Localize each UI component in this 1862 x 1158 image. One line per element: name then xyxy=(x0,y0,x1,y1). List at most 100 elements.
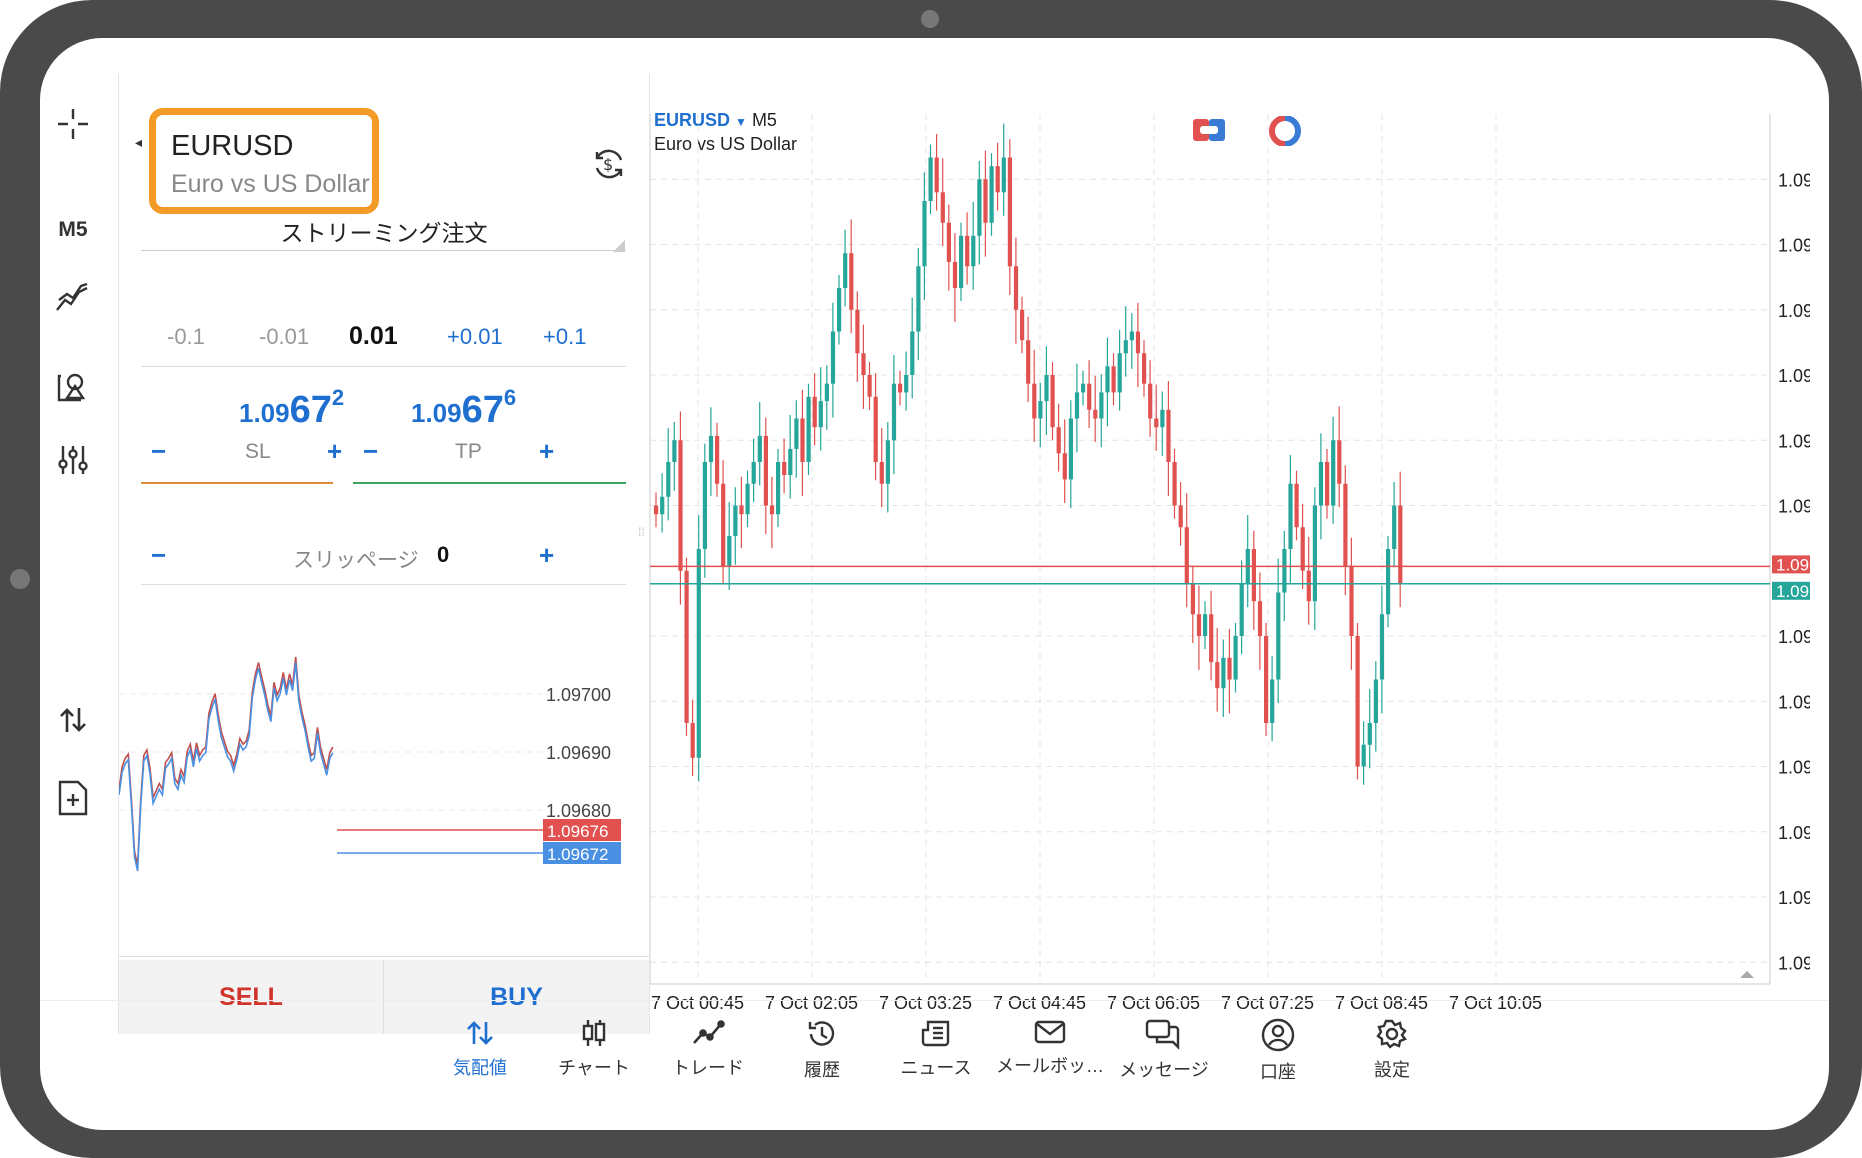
price-axis-label: 1.09735 xyxy=(1778,301,1810,321)
timeframe-button[interactable]: M5 xyxy=(58,218,88,241)
nav-quotes[interactable]: 気配値 xyxy=(425,1018,535,1080)
tp-plus-button[interactable]: + xyxy=(539,436,555,466)
nav-trade[interactable]: トレード xyxy=(653,1018,763,1080)
chart-symbol-header[interactable]: EURUSD ▼ M5 xyxy=(654,110,777,131)
nav-history[interactable]: 履歴 xyxy=(767,1018,877,1082)
candle-body xyxy=(1056,427,1061,454)
slippage-minus-button[interactable]: − xyxy=(151,540,167,570)
candle-body xyxy=(1007,157,1012,267)
slippage-value[interactable]: 0 xyxy=(437,542,450,567)
candle-body xyxy=(1276,592,1281,680)
nav-account[interactable]: 口座 xyxy=(1223,1018,1333,1084)
candle-body xyxy=(1190,583,1195,615)
tp-minus-button[interactable]: − xyxy=(363,436,379,466)
candle-body xyxy=(843,253,848,288)
candle-body xyxy=(959,235,964,288)
nav-account-label: 口座 xyxy=(1260,1062,1296,1082)
candle-body xyxy=(1325,462,1330,506)
candle-body xyxy=(1172,462,1177,506)
candle-body xyxy=(1215,662,1220,689)
candle-body xyxy=(1209,614,1214,663)
volume-plus-0-01[interactable]: +0.01 xyxy=(447,324,503,349)
price-axis-label: 1.09615 xyxy=(1778,823,1810,843)
nav-news[interactable]: ニュース xyxy=(881,1018,991,1080)
candle-body xyxy=(1337,440,1342,484)
panel-resize-handle[interactable]: ⁞⁞ xyxy=(638,525,645,539)
candle-body xyxy=(1257,601,1263,636)
ask-price-small: 6 xyxy=(503,385,517,410)
candle-body xyxy=(1129,331,1134,341)
nav-settings[interactable]: 設定 xyxy=(1337,1018,1447,1082)
slippage-plus-button[interactable]: + xyxy=(539,540,555,570)
time-axis-label: 7 Oct 02:05 xyxy=(765,993,858,1013)
objects-icon[interactable] xyxy=(40,368,106,404)
candle-body xyxy=(1227,657,1232,680)
sl-label[interactable]: SL xyxy=(245,440,271,463)
quotes-icon xyxy=(467,1021,493,1045)
nav-chart[interactable]: チャート xyxy=(539,1018,649,1080)
candle-body xyxy=(702,462,707,549)
candle-body xyxy=(806,396,811,462)
nav-messages[interactable]: メッセージ xyxy=(1109,1018,1219,1082)
settings-sliders-icon[interactable] xyxy=(40,442,106,478)
price-axis-label: 1.09720 xyxy=(1778,366,1810,386)
candle-body xyxy=(995,166,1000,193)
candle-body xyxy=(922,201,927,267)
dropdown-corner-icon xyxy=(613,240,625,252)
tp-label[interactable]: TP xyxy=(455,440,482,463)
candle-body xyxy=(1178,505,1183,528)
ask-price-tag-bg xyxy=(1772,555,1810,574)
candle-body xyxy=(983,179,988,223)
account-icon xyxy=(1261,1018,1295,1052)
candle-body xyxy=(1093,409,1098,419)
volume-plus-0-1[interactable]: +0.1 xyxy=(543,324,587,349)
ask-price: 1.09676 xyxy=(411,385,516,432)
sl-minus-button[interactable]: − xyxy=(151,436,167,466)
chart-description: Euro vs US Dollar xyxy=(654,134,798,154)
symbol-name[interactable]: EURUSD xyxy=(171,130,294,162)
sl-plus-button[interactable]: + xyxy=(327,436,343,466)
candle-body xyxy=(1398,505,1403,584)
buy-button[interactable]: BUY xyxy=(384,960,649,1034)
candle-body xyxy=(1001,157,1006,193)
candle-body xyxy=(1142,353,1147,384)
candle-body xyxy=(1312,505,1317,602)
candle-body xyxy=(1233,636,1238,680)
candle-body xyxy=(745,483,750,515)
main-chart[interactable]: EURUSD ▼ M5 Euro vs US Dollar 1.097651.0… xyxy=(650,74,1810,1034)
candle-body xyxy=(1074,392,1080,419)
volume-value[interactable]: 0.01 xyxy=(349,322,398,350)
one-click-trading-icon[interactable] xyxy=(40,704,106,736)
collapse-arrow-icon[interactable]: ◂ xyxy=(135,134,143,150)
candle-body xyxy=(696,549,701,758)
candle-body xyxy=(1148,383,1153,419)
candle-body xyxy=(940,192,945,223)
nav-news-label: ニュース xyxy=(900,1058,972,1078)
market-sentiment-icon[interactable] xyxy=(1268,115,1302,151)
trade-levels-icon[interactable] xyxy=(1192,116,1226,149)
candle-body xyxy=(739,505,744,515)
candle-body xyxy=(1373,679,1378,723)
chart-symbol[interactable]: EURUSD xyxy=(654,110,731,130)
crosshair-icon[interactable] xyxy=(40,106,106,142)
candle-body xyxy=(830,331,836,384)
volume-minus-0-01[interactable]: -0.01 xyxy=(259,324,310,349)
candle-body xyxy=(1343,483,1348,567)
candle-body xyxy=(824,383,829,402)
candle-body xyxy=(1117,353,1122,393)
camera xyxy=(921,10,939,28)
candlestick-chart[interactable]: 1.09765 1.09750 1.09735 1.09720 1.09705 1.096… xyxy=(650,74,1810,1034)
nav-mailbox[interactable]: メールボッ… xyxy=(995,1018,1105,1078)
chart-symbol-dropdown-icon[interactable]: ▼ xyxy=(735,115,747,129)
new-order-icon[interactable] xyxy=(40,778,106,818)
change-symbol-icon[interactable]: $ xyxy=(591,146,627,187)
order-panel: ◂ EURUSD Euro vs US Dollar $ ストリーミング注文 -… xyxy=(118,74,650,1034)
order-type-select[interactable]: ストリーミング注文 xyxy=(280,220,488,246)
candle-body xyxy=(1355,636,1360,767)
candle-body xyxy=(898,383,903,393)
sell-button[interactable]: SELL xyxy=(119,960,383,1034)
candle-body xyxy=(684,570,689,723)
time-axis-label: 7 Oct 08:45 xyxy=(1335,993,1428,1013)
volume-minus-0-1[interactable]: -0.1 xyxy=(167,324,205,349)
indicators-icon[interactable] xyxy=(40,280,106,316)
